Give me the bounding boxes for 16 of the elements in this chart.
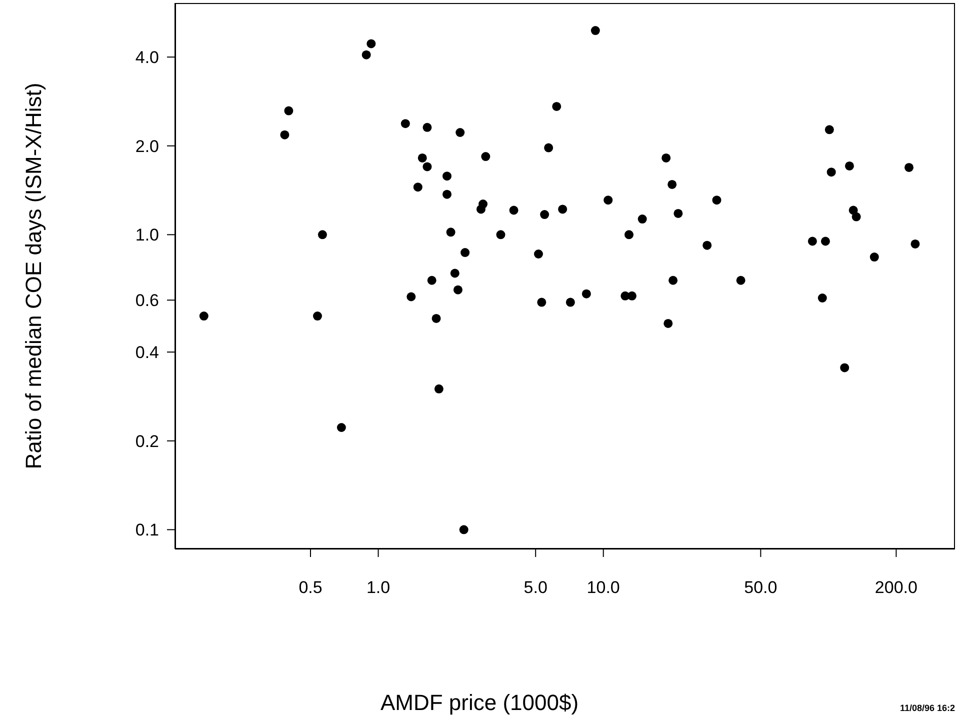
- x-tick-label: 10.0: [586, 578, 620, 598]
- y-tick-label: 0.6: [135, 291, 159, 310]
- x-tick-label: 200.0: [874, 578, 918, 598]
- y-tick-label: 4.0: [135, 48, 159, 68]
- y-tick-label: 1.0: [135, 226, 159, 245]
- y-tick-label: 0.1: [135, 520, 159, 540]
- x-tick-label: 50.0: [744, 578, 778, 598]
- x-tick-label: 5.0: [524, 578, 548, 598]
- x-tick-label: 0.5: [298, 578, 322, 598]
- text: 11/08/96 16:2: [900, 703, 955, 713]
- x-tick-label: 1.0: [366, 578, 390, 598]
- y-axis-title: Ratio of median COE days (ISM-X/Hist): [21, 82, 47, 470]
- y-tick-label: 0.4: [135, 343, 159, 362]
- y-tick-label: 0.2: [135, 432, 159, 451]
- x-axis-title: AMDF price (1000$): [380, 690, 579, 715]
- y-tick-label: 2.0: [135, 136, 159, 156]
